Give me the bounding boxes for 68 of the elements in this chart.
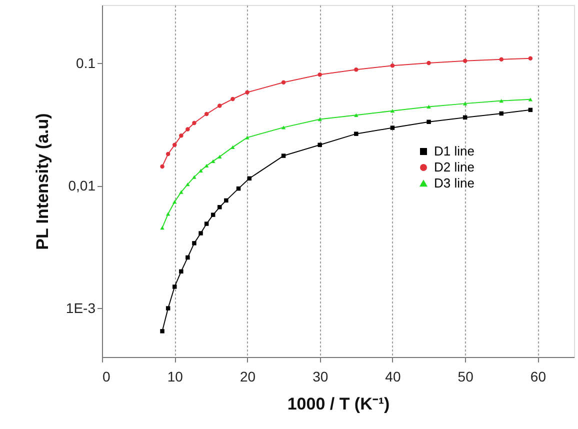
point (462, 58, 468, 63)
point (172, 142, 177, 148)
point (245, 136, 250, 140)
point (186, 182, 190, 186)
x-tick-label: 60 (530, 368, 546, 384)
point (192, 120, 196, 126)
x-tick-label: 30 (312, 368, 328, 384)
point (426, 104, 431, 109)
point (390, 108, 395, 113)
point (179, 190, 184, 194)
y-axis-title: PL Intensity (a.u) (32, 113, 52, 250)
point (179, 269, 184, 274)
y-tick-label: 0,01 (68, 177, 96, 194)
point (210, 212, 216, 217)
y-tick-label: 1E-3 (66, 300, 96, 316)
x-tick-label: 50 (458, 368, 474, 384)
point (166, 306, 170, 310)
point (426, 120, 431, 124)
point (281, 80, 286, 84)
point (318, 117, 322, 122)
point (179, 134, 184, 138)
point (172, 284, 177, 289)
point (230, 96, 235, 102)
point (354, 132, 358, 136)
x-tick-label: 20 (240, 368, 256, 384)
point (318, 142, 322, 148)
point (160, 329, 164, 334)
y-tick-label: 0.1 (76, 54, 96, 71)
point (281, 154, 286, 158)
point (528, 56, 533, 60)
point (354, 67, 358, 72)
point (166, 212, 170, 216)
point (204, 222, 209, 226)
point (198, 168, 203, 173)
point (186, 255, 190, 260)
x-tick-label: 40 (385, 368, 401, 384)
point (390, 63, 395, 68)
point (426, 60, 431, 66)
point (462, 102, 468, 106)
point (218, 104, 222, 108)
point (245, 90, 250, 94)
point (192, 241, 196, 246)
point (281, 126, 286, 130)
point (499, 98, 504, 103)
point (204, 112, 209, 116)
point (318, 72, 322, 77)
legend-label: D2 line (434, 160, 474, 174)
point (172, 200, 177, 204)
x-axis-title: 1000 / T (K⁻¹) (287, 394, 390, 414)
point (218, 154, 222, 159)
point (186, 127, 190, 132)
point (224, 198, 228, 203)
legend-label: D3 line (434, 176, 474, 190)
point (354, 113, 358, 117)
point (160, 226, 164, 230)
point (230, 145, 235, 149)
point (204, 164, 209, 168)
point (528, 98, 533, 102)
point (198, 231, 203, 236)
point (192, 175, 196, 179)
point (166, 152, 170, 156)
point (218, 205, 222, 210)
x-tick-label: 10 (167, 368, 184, 384)
point (160, 164, 164, 169)
point (390, 126, 395, 130)
legend-label: D1 line (434, 144, 474, 158)
point (499, 57, 504, 62)
x-tick-label: 0 (102, 368, 110, 384)
